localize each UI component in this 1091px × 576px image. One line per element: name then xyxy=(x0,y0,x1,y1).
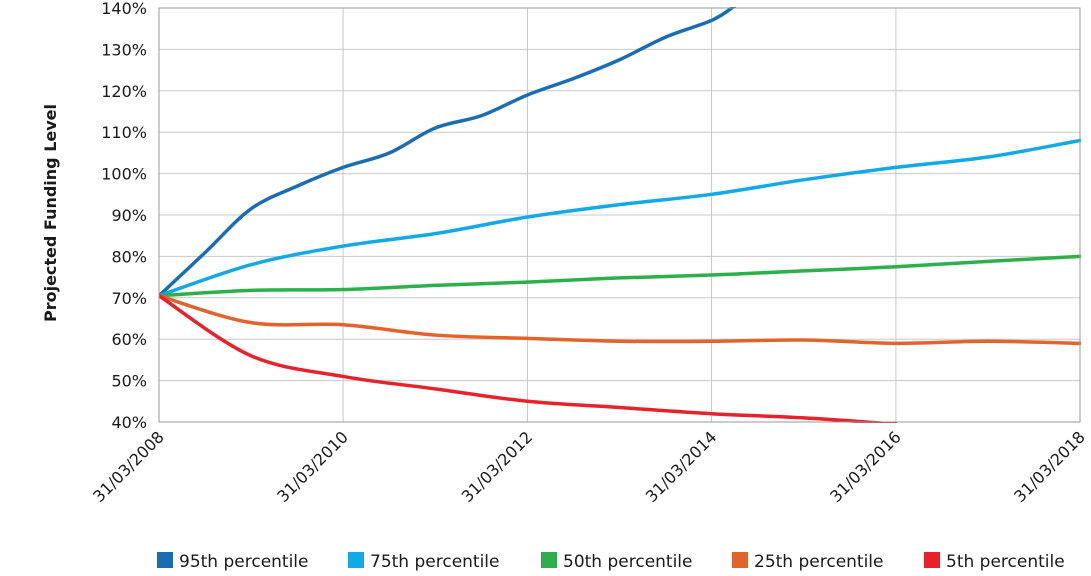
legend-label: 5th percentile xyxy=(946,552,1065,572)
y-tick-label: 60% xyxy=(111,330,147,349)
y-tick-label: 50% xyxy=(111,372,147,391)
legend-label: 25th percentile xyxy=(754,552,884,572)
legend-item-50th-percentile: 50th percentile xyxy=(541,552,693,572)
y-tick-label: 140% xyxy=(101,0,147,18)
grid-lines xyxy=(158,7,1081,423)
y-tick-label: 40% xyxy=(111,413,147,432)
y-tick-label: 90% xyxy=(111,206,147,225)
series-line-5th-percentile xyxy=(159,293,898,423)
legend: 95th percentile 75th percentile 50th perce… xyxy=(157,552,1065,572)
legend-item-95th-percentile: 95th percentile xyxy=(157,552,309,572)
x-tick-label: 31/03/2008 xyxy=(89,427,168,506)
y-tick-label: 80% xyxy=(111,247,147,266)
series-line-95th-percentile xyxy=(159,7,737,298)
y-axis-title: Projected Funding Level xyxy=(41,104,60,322)
legend-swatch xyxy=(541,552,557,568)
series-line-50th-percentile xyxy=(159,254,1081,298)
legend-label: 75th percentile xyxy=(370,552,500,572)
legend-label: 95th percentile xyxy=(179,552,309,572)
legend-swatch xyxy=(924,552,940,568)
y-tick-label: 70% xyxy=(111,289,147,308)
legend-swatch xyxy=(348,552,364,568)
x-tick-label: 31/03/2018 xyxy=(1010,427,1089,506)
y-tick-label: 100% xyxy=(101,165,147,184)
plot-frame xyxy=(158,7,1081,423)
series-line-75th-percentile xyxy=(159,138,1081,298)
legend-swatch xyxy=(157,552,173,568)
y-tick-label: 120% xyxy=(101,82,147,101)
x-tick-label: 31/03/2014 xyxy=(642,427,721,506)
legend-item-5th-percentile: 5th percentile xyxy=(924,552,1065,572)
x-tick-label: 31/03/2012 xyxy=(458,427,537,506)
legend-swatch xyxy=(732,552,748,568)
x-tick-label: 31/03/2016 xyxy=(826,427,905,506)
y-tick-label: 130% xyxy=(101,40,147,59)
legend-item-75th-percentile: 75th percentile xyxy=(348,552,500,572)
legend-item-25th-percentile: 25th percentile xyxy=(732,552,884,572)
axes: 31/03/2008 31/03/2010 31/03/2012 31/03/2014… xyxy=(89,0,1089,506)
x-tick-label: 31/03/2010 xyxy=(273,427,352,506)
y-tick-label: 110% xyxy=(101,123,147,142)
legend-label: 50th percentile xyxy=(563,552,693,572)
series-line-25th-percentile xyxy=(159,293,1081,346)
series-lines xyxy=(159,7,1081,423)
